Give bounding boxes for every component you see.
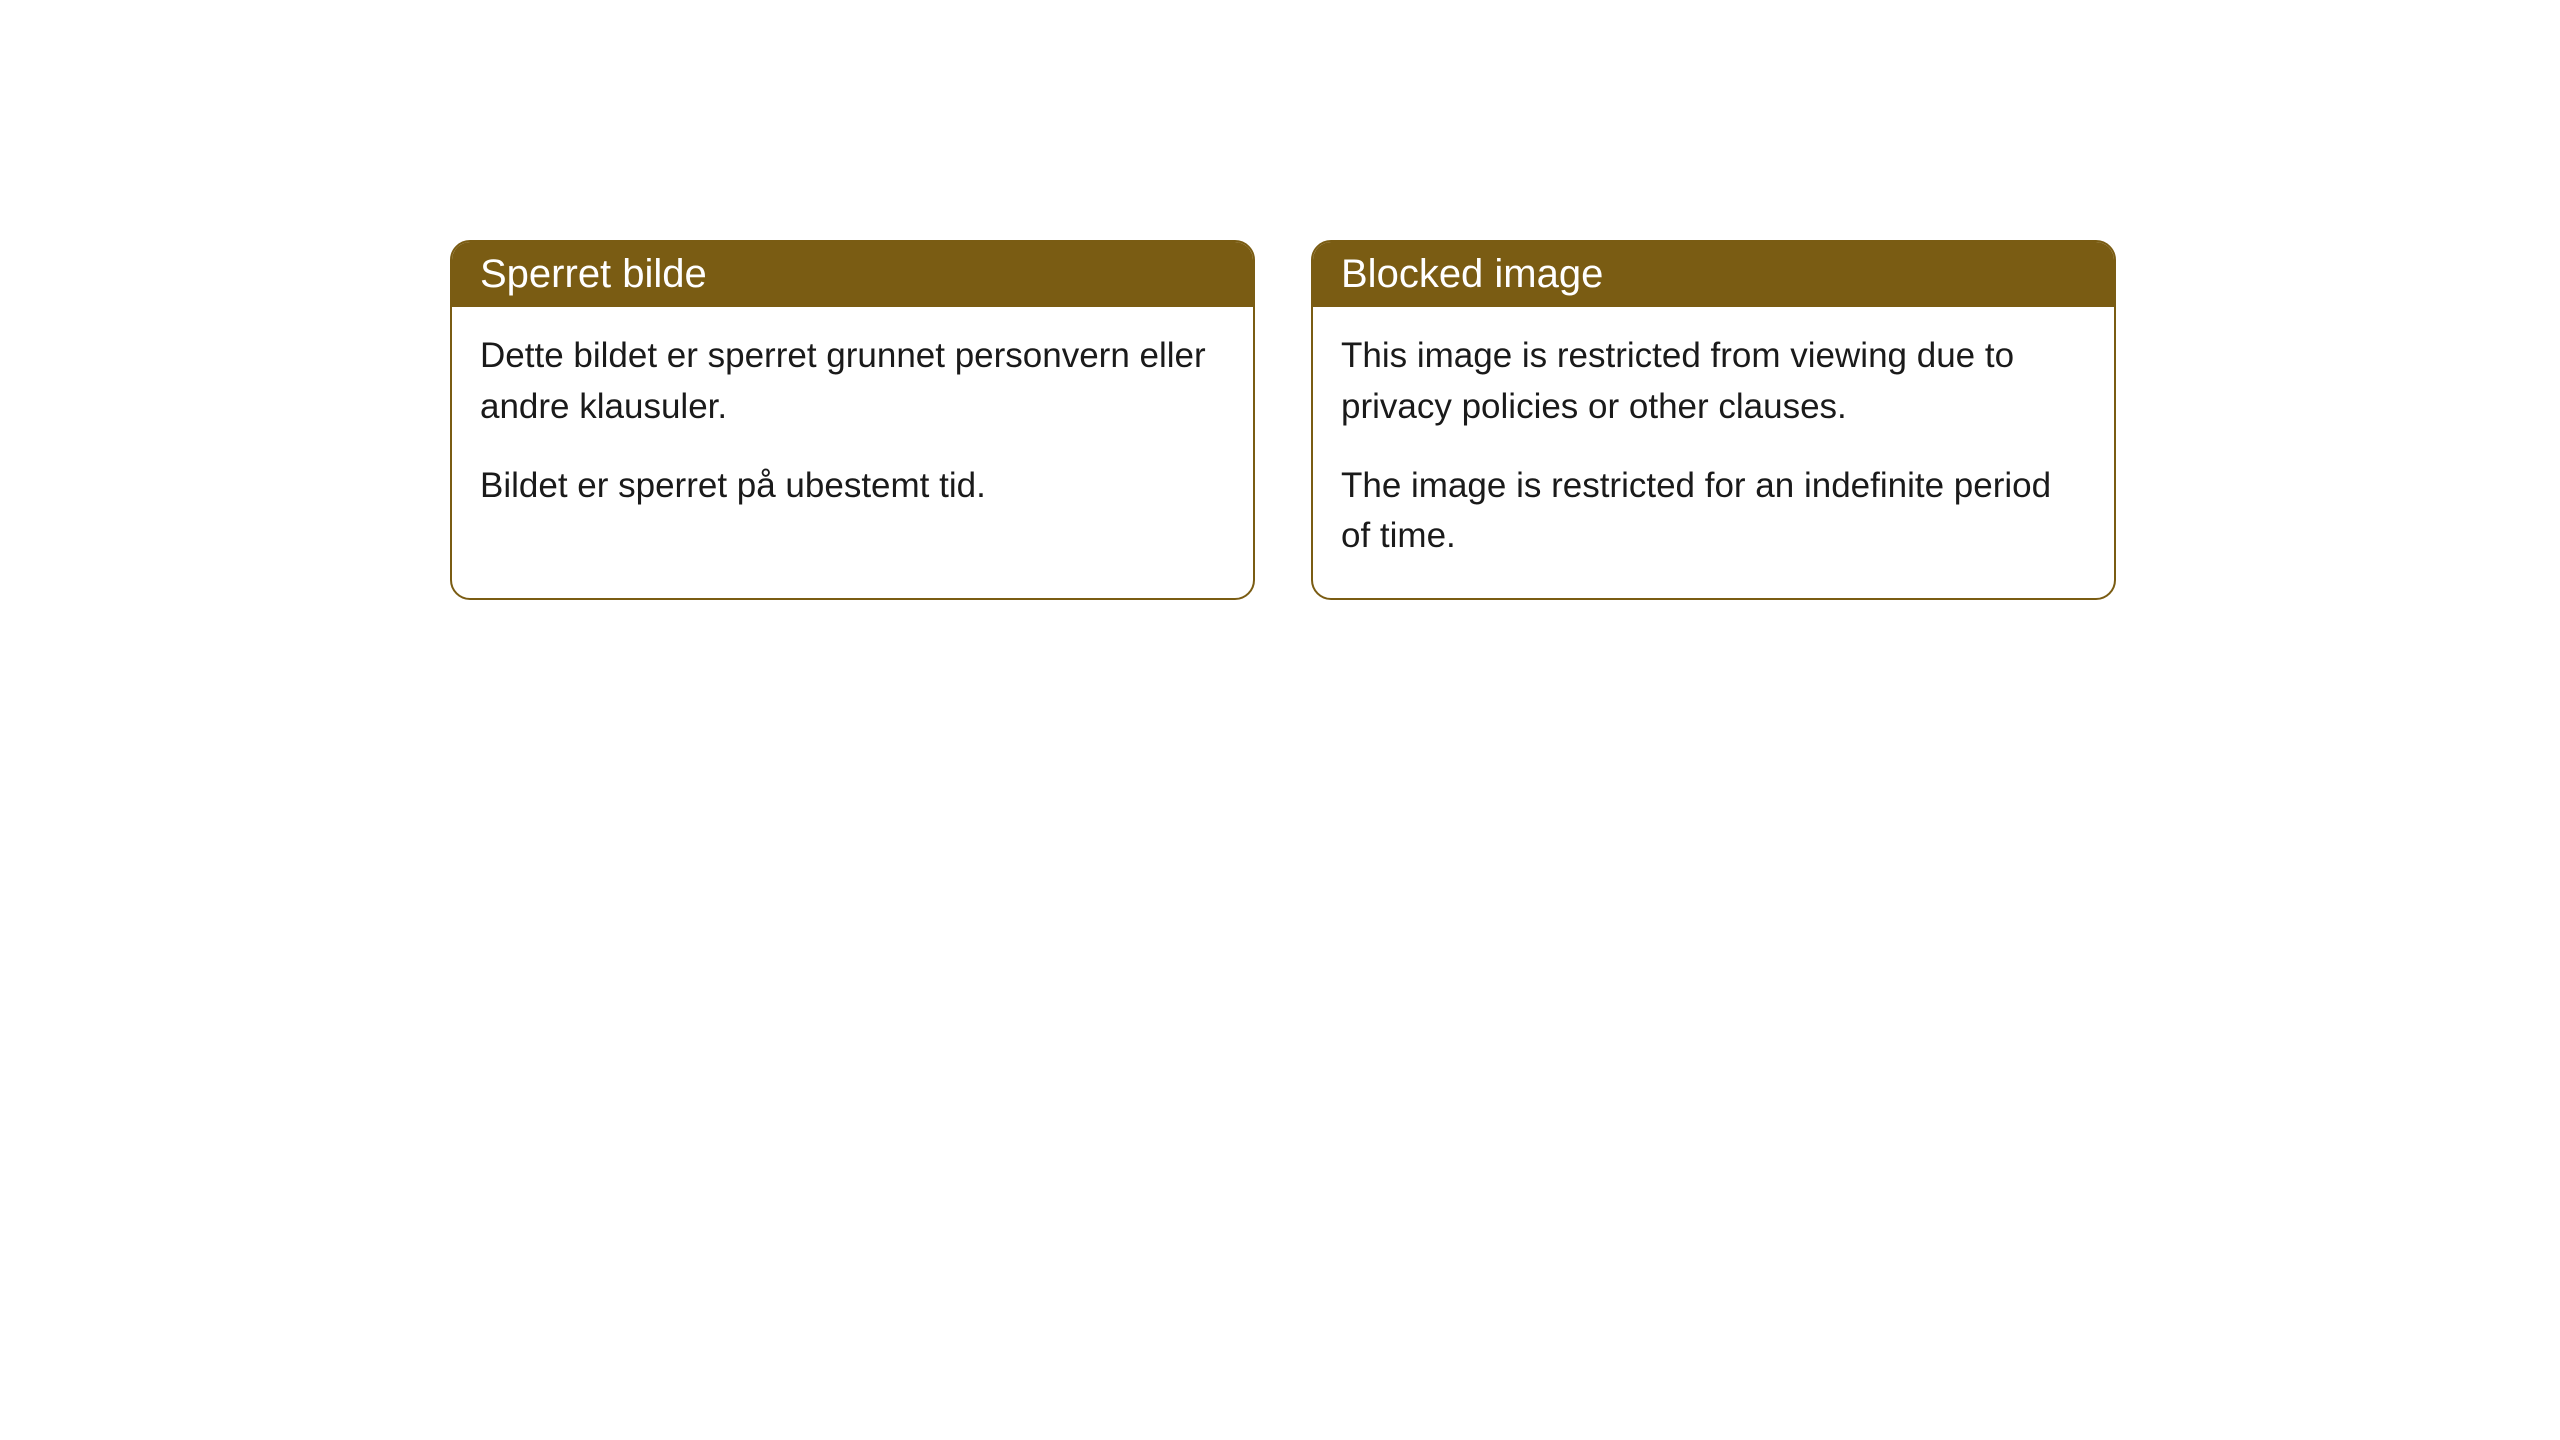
- card-paragraph: The image is restricted for an indefinit…: [1341, 461, 2086, 563]
- card-paragraph: Dette bildet er sperret grunnet personve…: [480, 331, 1225, 433]
- card-paragraph: This image is restricted from viewing du…: [1341, 331, 2086, 433]
- card-body: This image is restricted from viewing du…: [1313, 307, 2114, 598]
- notice-container: Sperret bilde Dette bildet er sperret gr…: [0, 0, 2560, 600]
- card-title: Sperret bilde: [480, 252, 707, 296]
- notice-card-english: Blocked image This image is restricted f…: [1311, 240, 2116, 600]
- card-header: Blocked image: [1313, 242, 2114, 307]
- card-header: Sperret bilde: [452, 242, 1253, 307]
- card-body: Dette bildet er sperret grunnet personve…: [452, 307, 1253, 547]
- notice-card-norwegian: Sperret bilde Dette bildet er sperret gr…: [450, 240, 1255, 600]
- card-title: Blocked image: [1341, 252, 1603, 296]
- card-paragraph: Bildet er sperret på ubestemt tid.: [480, 461, 1225, 512]
